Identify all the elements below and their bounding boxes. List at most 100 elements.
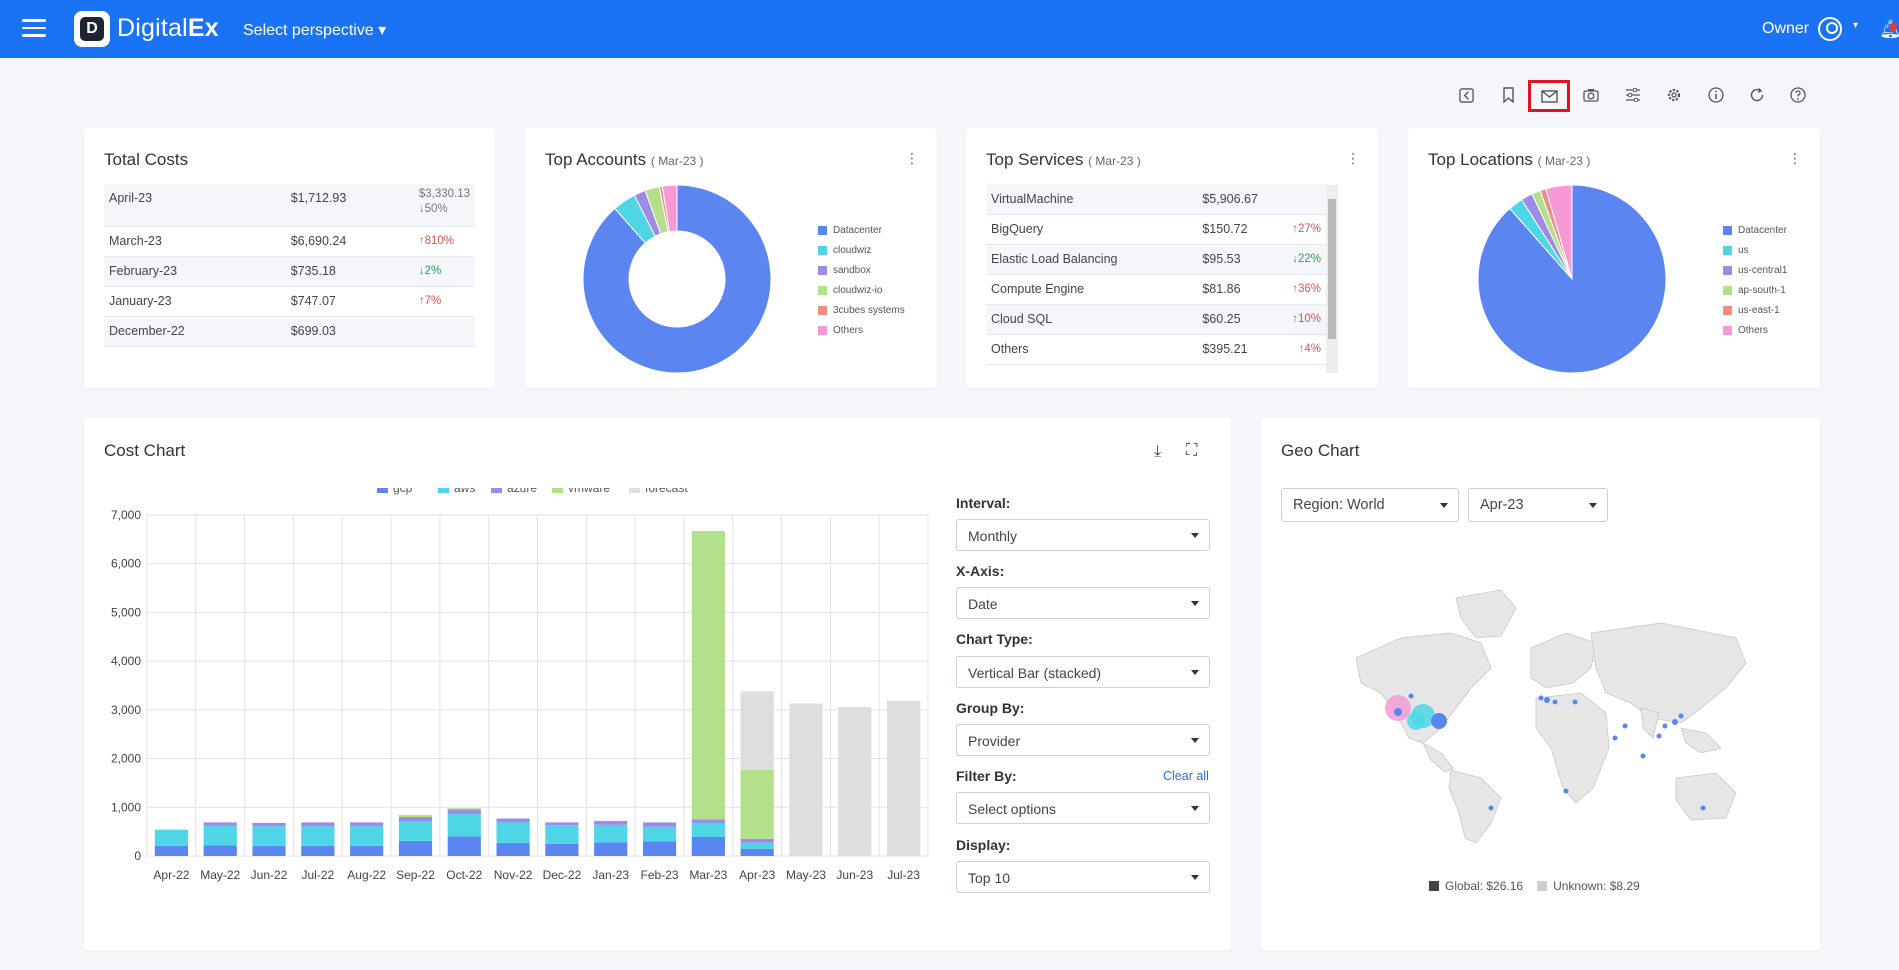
legend-item-forecast[interactable]: forecast [629, 488, 688, 495]
sliders-icon[interactable] [1620, 82, 1646, 108]
services-scrollbar[interactable] [1326, 185, 1338, 373]
bar-aws-apr-23[interactable] [740, 842, 774, 849]
bar-azure-jan-23[interactable] [594, 820, 628, 825]
info-icon[interactable] [1703, 82, 1729, 108]
kebab-menu-icon[interactable]: ⋮ [1346, 150, 1360, 166]
pie-slice-datacenter[interactable] [582, 184, 772, 374]
bar-vmware-sep-22[interactable] [398, 815, 433, 818]
bar-gcp-mar-23[interactable] [691, 837, 725, 856]
bar-vmware-mar-23[interactable] [691, 531, 725, 820]
bar-gcp-jul-22[interactable] [301, 845, 335, 856]
bar-azure-jun-22[interactable] [252, 822, 286, 827]
legend-item[interactable]: Others [818, 320, 905, 340]
interval-select[interactable]: Monthly [956, 519, 1210, 551]
bar-aws-sep-22[interactable] [398, 821, 433, 841]
legend-item[interactable]: Others [1723, 320, 1787, 340]
legend-item[interactable]: ap-south-1 [1723, 280, 1787, 300]
bar-azure-aug-22[interactable] [350, 822, 384, 827]
location-marker[interactable] [1700, 805, 1706, 811]
bar-gcp-apr-23[interactable] [740, 848, 774, 856]
pie-slice-others[interactable] [1545, 184, 1573, 280]
bar-gcp-aug-22[interactable] [350, 845, 384, 856]
location-marker[interactable] [1552, 699, 1558, 705]
bar-gcp-nov-22[interactable] [496, 842, 530, 856]
bar-gcp-jun-22[interactable] [252, 845, 286, 856]
pie-slice-others[interactable] [661, 184, 678, 233]
camera-icon[interactable] [1578, 82, 1604, 108]
legend-item-gcp[interactable]: gcp [377, 488, 413, 495]
location-marker[interactable] [1408, 693, 1414, 699]
brand-name[interactable]: DigitalEx [117, 14, 219, 43]
bar-azure-jul-22[interactable] [301, 822, 335, 827]
region-select[interactable]: Region: World [1281, 488, 1459, 522]
download-icon[interactable]: ⤓ [1154, 443, 1162, 460]
hamburger-menu-icon[interactable] [22, 19, 46, 37]
bar-azure-apr-23[interactable] [740, 838, 774, 843]
legend-item[interactable]: Datacenter [818, 220, 905, 240]
bar-aws-feb-23[interactable] [642, 826, 677, 842]
bar-aws-mar-23[interactable] [691, 823, 725, 838]
legend-item[interactable]: Datacenter [1723, 220, 1787, 240]
bar-aws-jul-22[interactable] [301, 826, 335, 846]
fullscreen-icon[interactable]: ⛶ [1186, 442, 1198, 459]
scrollbar-thumb[interactable] [1328, 199, 1336, 339]
legend-item-aws[interactable]: aws [438, 488, 475, 495]
location-marker[interactable] [1544, 697, 1550, 703]
share-icon[interactable] [1453, 82, 1479, 108]
bar-gcp-feb-23[interactable] [642, 841, 677, 856]
chart-type-select[interactable]: Vertical Bar (stacked) [956, 656, 1210, 688]
bar-azure-oct-22[interactable] [447, 809, 481, 815]
bar-forecast-jun-23[interactable] [838, 706, 872, 856]
bar-azure-mar-23[interactable] [691, 819, 725, 824]
bar-aws-oct-22[interactable] [447, 814, 481, 837]
bar-azure-feb-23[interactable] [642, 822, 677, 827]
bar-vmware-oct-22[interactable] [447, 808, 481, 810]
help-icon[interactable] [1785, 82, 1811, 108]
location-marker[interactable] [1656, 733, 1662, 739]
location-marker[interactable] [1662, 723, 1668, 729]
month-select[interactable]: Apr-23 [1468, 488, 1608, 522]
bar-gcp-apr-22[interactable] [154, 845, 189, 856]
perspective-dropdown[interactable]: Select perspective ▾ [243, 22, 387, 39]
location-marker[interactable] [1431, 713, 1447, 729]
clear-all-link[interactable]: Clear all [1163, 769, 1209, 783]
group-by-select[interactable]: Provider [956, 724, 1210, 756]
legend-item[interactable]: 3cubes systems [818, 300, 905, 320]
location-marker[interactable] [1612, 735, 1618, 741]
location-marker[interactable] [1563, 788, 1569, 794]
bar-aws-nov-22[interactable] [496, 822, 530, 843]
bar-gcp-may-22[interactable] [203, 845, 237, 856]
refresh-icon[interactable] [1744, 82, 1770, 108]
location-marker[interactable] [1394, 708, 1402, 716]
bar-gcp-sep-22[interactable] [398, 840, 433, 856]
filter-by-select[interactable]: Select options [956, 792, 1210, 824]
location-marker[interactable] [1622, 723, 1628, 729]
bar-azure-may-22[interactable] [203, 822, 237, 826]
display-select[interactable]: Top 10 [956, 861, 1210, 893]
bar-gcp-dec-22[interactable] [545, 843, 579, 856]
legend-item-vmware[interactable]: vmware [552, 488, 610, 495]
bar-aws-aug-22[interactable] [350, 826, 384, 846]
location-marker[interactable] [1488, 805, 1494, 811]
location-marker[interactable] [1538, 695, 1544, 701]
owner-menu-caret[interactable]: ▾ [1853, 20, 1859, 31]
kebab-menu-icon[interactable]: ⋮ [905, 150, 919, 166]
legend-item[interactable]: us [1723, 240, 1787, 260]
bar-azure-nov-22[interactable] [496, 818, 530, 823]
bar-aws-apr-22[interactable] [154, 829, 189, 846]
location-marker[interactable] [1572, 699, 1578, 705]
legend-item-azure[interactable]: azure [491, 488, 537, 495]
owner-label[interactable]: Owner [1762, 20, 1810, 37]
location-marker[interactable] [1407, 712, 1425, 730]
bar-gcp-oct-22[interactable] [447, 836, 481, 856]
bookmark-icon[interactable] [1495, 82, 1521, 108]
legend-item[interactable]: sandbox [818, 260, 905, 280]
legend-item[interactable]: cloudwiz-io [818, 280, 905, 300]
bar-forecast-may-23[interactable] [789, 703, 823, 856]
logo-icon[interactable]: D [74, 11, 110, 47]
legend-item[interactable]: us-east-1 [1723, 300, 1787, 320]
location-marker[interactable] [1678, 713, 1684, 719]
bar-azure-sep-22[interactable] [398, 817, 433, 822]
legend-item[interactable]: us-central1 [1723, 260, 1787, 280]
gear-icon[interactable] [1661, 82, 1687, 108]
